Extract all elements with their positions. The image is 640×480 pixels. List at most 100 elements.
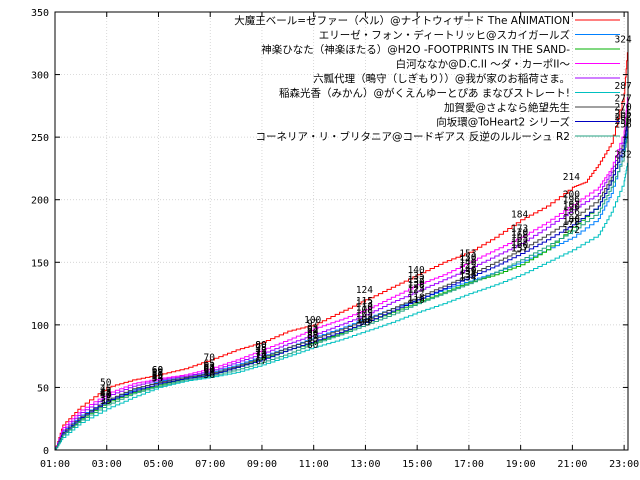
data-label: 134 (459, 272, 476, 283)
series-line-2 (55, 125, 629, 451)
data-label: 146 (459, 257, 476, 268)
x-tick-label: 01:00 (40, 459, 70, 470)
x-tick-label: 23:00 (609, 459, 639, 470)
data-label: 78 (255, 342, 267, 353)
data-label: 265 (615, 108, 632, 119)
data-label: 35 (100, 396, 111, 407)
data-label: 58 (152, 367, 164, 378)
legend-entry-label: 加賀愛@さよなら絶望先生 (444, 101, 570, 114)
data-label: 98 (359, 317, 371, 328)
data-label: 256 (615, 120, 632, 131)
data-label: 142 (459, 262, 476, 273)
data-label: 60 (203, 365, 215, 376)
x-tick-label: 03:00 (92, 459, 122, 470)
x-tick-label: 19:00 (506, 459, 536, 470)
data-label: 55 (152, 371, 163, 382)
data-label: 124 (408, 285, 425, 296)
data-label: 277 (615, 93, 632, 104)
legend-entry-label: 稲森光香（みかん）@がくえんゆーとぴあ まなびストレート! (279, 87, 570, 100)
data-label: 125 (408, 284, 425, 295)
x-tick-label: 17:00 (454, 459, 484, 470)
data-label: 108 (356, 305, 373, 316)
data-label: 287 (615, 81, 632, 92)
data-label: 214 (563, 172, 580, 183)
data-label: 110 (356, 302, 373, 313)
data-label: 148 (459, 255, 476, 266)
data-label: 60 (152, 365, 164, 376)
series-line-8 (55, 118, 629, 451)
y-tick-label: 350 (31, 8, 49, 19)
data-label: 56 (152, 370, 164, 381)
data-label: 180 (563, 215, 580, 226)
data-label: 88 (307, 330, 319, 341)
data-label: 100 (356, 315, 373, 326)
data-label: 172 (563, 225, 580, 236)
data-label: 157 (511, 244, 528, 255)
data-label: 184 (511, 210, 528, 221)
y-tick-label: 100 (31, 321, 49, 332)
data-label: 162 (511, 237, 528, 248)
data-label: 170 (511, 227, 528, 238)
x-tick-label: 05:00 (143, 459, 173, 470)
data-label: 186 (563, 207, 580, 218)
legend-entry-label: 向坂環@ToHeart2 シリーズ (436, 116, 570, 129)
data-label: 196 (563, 195, 580, 206)
x-tick-label: 11:00 (299, 459, 329, 470)
data-label: 165 (511, 234, 528, 245)
data-label: 87 (307, 331, 318, 342)
data-label: 74 (255, 347, 267, 358)
data-label: 190 (563, 202, 580, 213)
data-label: 173 (511, 224, 528, 235)
data-label: 157 (511, 244, 528, 255)
data-label: 192 (563, 200, 580, 211)
legend-entry-label: 大魔王ベール=ゼファー（ベル）@ナイトウィザード The ANIMATION (234, 14, 570, 27)
data-label: 136 (459, 270, 476, 281)
series-line-7 (55, 112, 629, 451)
series-line-6 (55, 159, 629, 451)
data-label: 70 (255, 352, 267, 363)
series-lines (55, 44, 629, 451)
data-label: 40 (100, 390, 112, 401)
data-label: 63 (203, 361, 214, 372)
data-label: 262 (615, 112, 632, 123)
data-label: 116 (408, 295, 425, 306)
series-line-1 (55, 44, 629, 451)
y-tick-label: 0 (43, 446, 49, 457)
data-label: 75 (255, 346, 266, 357)
data-label: 73 (255, 349, 266, 360)
x-tick-label: 21:00 (557, 459, 587, 470)
data-label: 70 (203, 352, 215, 363)
data-label: 80 (255, 340, 267, 351)
data-label: 102 (356, 312, 373, 323)
data-label: 160 (511, 240, 528, 251)
data-label: 60 (203, 365, 215, 376)
y-tick-label: 200 (31, 196, 49, 207)
data-label: 62 (203, 362, 214, 373)
data-label: 130 (408, 277, 425, 288)
data-label: 90 (307, 327, 319, 338)
data-label: 113 (356, 299, 373, 310)
y-tick-label: 300 (31, 71, 49, 82)
data-label: 135 (408, 271, 425, 282)
data-label: 43 (100, 386, 111, 397)
legend-entry-label: 白河ななか@D.C.II ～ダ・カーポII～ (396, 58, 571, 71)
data-label: 80 (255, 340, 267, 351)
data-label: 57 (152, 369, 163, 380)
data-label: 270 (615, 102, 632, 113)
data-label: 53 (152, 374, 163, 385)
data-label: 65 (203, 359, 214, 370)
data-label: 97 (307, 319, 318, 330)
data-label: 153 (459, 249, 476, 260)
data-label: 40 (100, 390, 112, 401)
data-label: 72 (255, 350, 266, 361)
data-label: 45 (100, 384, 111, 395)
data-label: 140 (408, 265, 425, 276)
series-line-4 (55, 90, 629, 451)
data-label: 168 (511, 230, 528, 241)
data-label: 115 (356, 296, 373, 307)
data-label: 54 (152, 372, 164, 383)
legend-entry-label: コーネリア・リ・ブリタニア@コードギアス 反逆のルルーシュ R2 (256, 130, 570, 143)
series-line-5 (55, 122, 629, 451)
data-label: 85 (307, 334, 318, 345)
y-tick-label: 50 (37, 383, 49, 394)
